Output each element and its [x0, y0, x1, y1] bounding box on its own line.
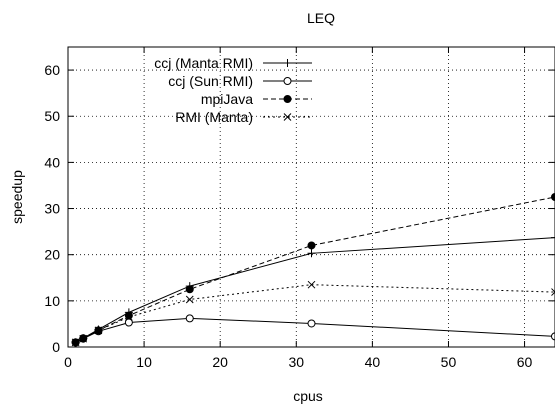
data-point: [551, 233, 555, 242]
grid-lines: [68, 47, 555, 347]
data-point: [94, 326, 103, 335]
legend-entry: mpiJava: [201, 91, 312, 107]
data-point: [185, 285, 194, 294]
y-tick-label: 50: [44, 108, 60, 124]
data-point: [551, 332, 555, 341]
legend-marker: [283, 95, 292, 103]
data-point: [307, 319, 316, 328]
data-point: [307, 249, 316, 258]
data-point: [307, 241, 316, 250]
legend-label: RMI (Manta): [175, 109, 253, 125]
y-axis-label: speedup: [9, 170, 25, 224]
plot-frame: [67, 46, 555, 348]
y-tick-label: 0: [52, 339, 60, 355]
x-tick-label: 40: [365, 354, 381, 370]
chart-title: LEQ: [307, 10, 335, 26]
x-axis-label: cpus: [293, 388, 323, 404]
legend-marker: [283, 59, 292, 67]
x-tick-label: 10: [136, 354, 152, 370]
y-tick-label: 10: [44, 293, 60, 309]
legend-entry: RMI (Manta): [175, 109, 312, 125]
data-point: [79, 334, 88, 343]
series-line: [75, 317, 555, 343]
x-tick-label: 50: [441, 354, 457, 370]
data-point: [185, 295, 194, 304]
x-tick-label: 0: [64, 354, 72, 370]
y-tick-label: 40: [44, 154, 60, 170]
data-point: [551, 288, 555, 296]
series-layer: [71, 193, 555, 347]
data-point: [125, 313, 133, 321]
y-tick-label: 30: [44, 201, 60, 217]
data-point: [71, 338, 80, 347]
x-tick-label: 20: [212, 354, 228, 370]
legend-label: ccj (Sun RMI): [168, 73, 253, 89]
data-point: [124, 311, 133, 320]
y-tick-label: 20: [44, 247, 60, 263]
legend-entry: ccj (Sun RMI): [168, 73, 312, 89]
y-tick-label: 60: [44, 62, 60, 78]
data-point: [307, 280, 316, 289]
x-tick-label: 60: [517, 354, 533, 370]
series-4: [71, 280, 555, 347]
legend: ccj (Manta RMI) ccj (Sun RMI) mpiJava RMI (…: [154, 55, 312, 125]
legend-label: ccj (Manta RMI): [154, 55, 253, 71]
x-tick-label: 30: [288, 354, 304, 370]
data-point: [551, 193, 555, 201]
series-line: [75, 196, 555, 343]
axis-ticks: 0 10 20 30 40 50 60 0 10 20 30 40 50 60: [44, 47, 555, 370]
legend-entry: ccj (Manta RMI): [154, 55, 312, 71]
legend-marker: [283, 113, 292, 121]
legend-label: mpiJava: [201, 91, 253, 107]
legend-marker: [283, 77, 292, 85]
data-point: [185, 314, 194, 323]
series-line: [75, 284, 555, 343]
